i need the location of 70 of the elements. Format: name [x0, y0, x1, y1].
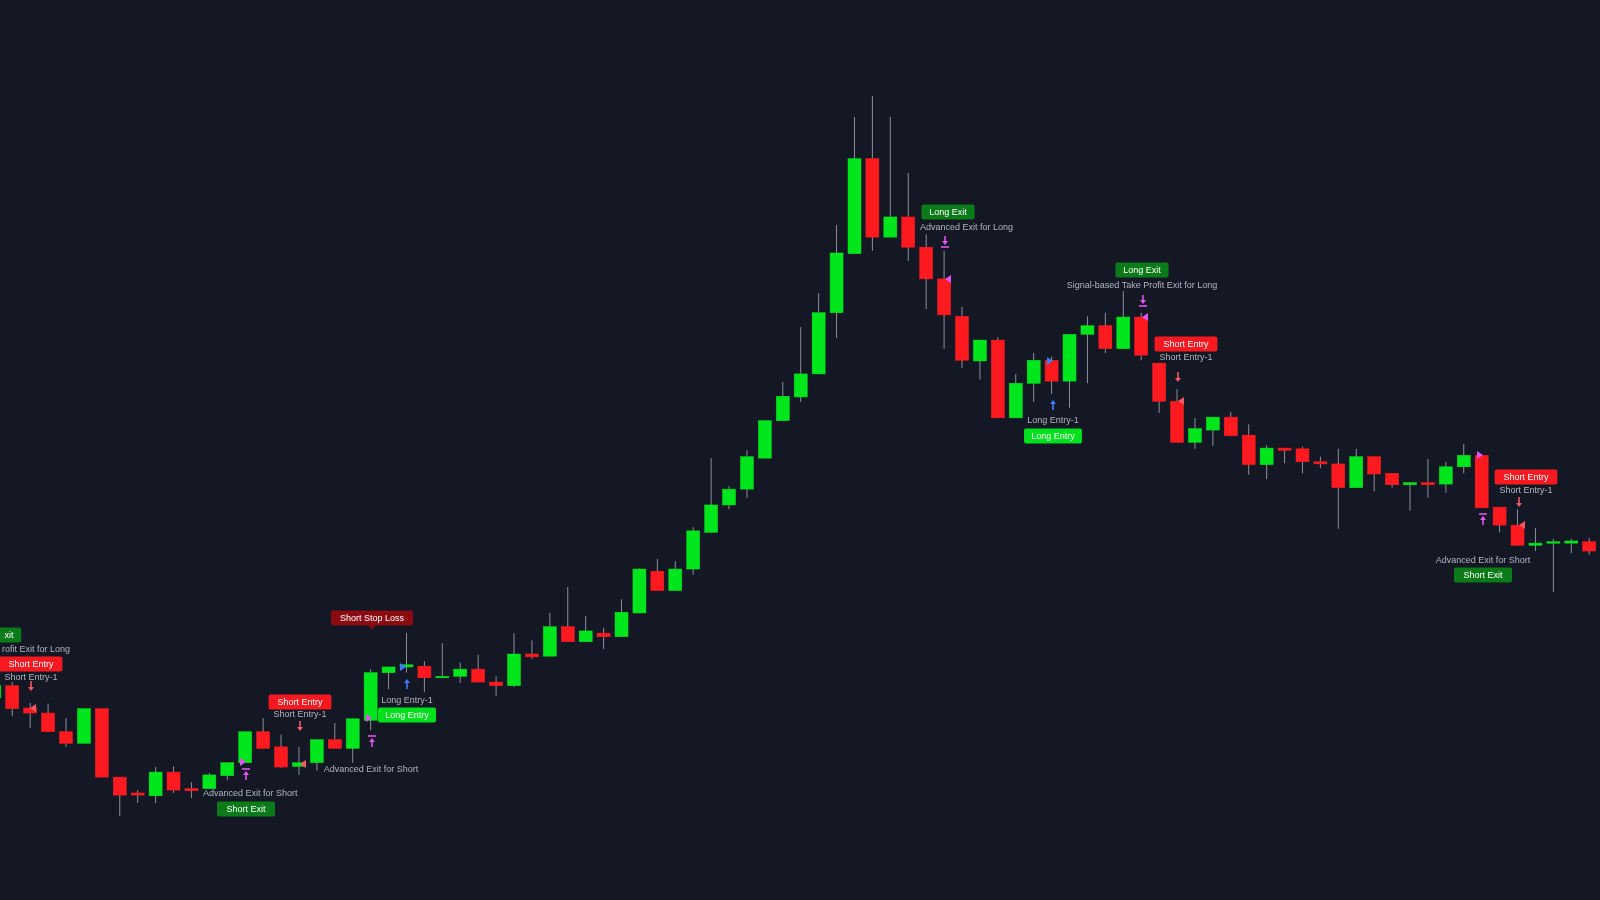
- annotation: Short Entry: [1163, 339, 1209, 349]
- candlestick: [1259, 444, 1274, 480]
- annotation: Advanced Exit for Short: [203, 788, 299, 798]
- annotation: Long Exit: [929, 207, 968, 217]
- candlestick: [417, 660, 432, 693]
- candlestick: [1206, 416, 1220, 447]
- candlestick: [650, 558, 665, 592]
- annotation: Long Exit: [1123, 265, 1162, 275]
- candlestick: [883, 116, 898, 238]
- candlestick: [1098, 312, 1113, 354]
- annotation: Long Entry: [1031, 431, 1076, 441]
- candlestick: [1080, 315, 1095, 384]
- candlestick: [41, 703, 55, 733]
- candlestick: [1528, 527, 1543, 552]
- candlestick: [1367, 456, 1381, 492]
- candlestick: [274, 734, 288, 769]
- annotation: Advanced Exit for Short: [1435, 555, 1531, 565]
- candlestick: [973, 339, 987, 381]
- annotation: Advanced Exit for Long: [920, 222, 1014, 232]
- candlestick: [1492, 506, 1507, 533]
- candlestick: [256, 717, 270, 749]
- candlestick: [1295, 446, 1310, 474]
- candlestick: [1224, 411, 1238, 437]
- candlestick: [310, 739, 324, 772]
- candlestick: [722, 485, 736, 510]
- candlestick: [1188, 417, 1202, 450]
- annotation: Long Entry: [385, 710, 430, 720]
- candlestick: [668, 560, 683, 592]
- candlestick: [148, 766, 163, 804]
- candlestick: [578, 615, 593, 643]
- candlestick: [166, 765, 181, 794]
- candlestick: [1331, 448, 1346, 530]
- candlestick: [435, 642, 450, 679]
- candlestick: [5, 681, 19, 717]
- candlestick: [1044, 356, 1059, 395]
- annotation: Short Entry-1: [4, 672, 58, 682]
- annotation: Long Entry-1: [1027, 415, 1079, 425]
- candlestick: [1421, 458, 1435, 499]
- annotation: Short Entry-1: [273, 709, 327, 719]
- candlestick: [596, 627, 611, 650]
- candlestick: [525, 639, 539, 660]
- candlestick: [59, 717, 73, 748]
- candlestick: [1510, 508, 1525, 546]
- candlestick: [328, 722, 342, 749]
- annotation: Short Stop Loss: [339, 613, 405, 623]
- candlestick: [1439, 461, 1453, 494]
- candlestick: [489, 675, 503, 697]
- candlestick: [381, 666, 396, 690]
- candlestick: [471, 654, 485, 683]
- annotation: Short Exit: [1463, 570, 1504, 580]
- candlestick: [561, 586, 575, 643]
- annotation: Advanced Exit for Short: [323, 764, 419, 774]
- annotation: Short Entry-1: [1159, 352, 1213, 362]
- candlestick: [292, 746, 306, 776]
- annotation: Long Entry-1: [381, 695, 433, 705]
- annotation: rofit Exit for Long: [2, 644, 71, 654]
- candlestick: [1403, 482, 1417, 512]
- annotation: Short Entry-1: [1499, 485, 1553, 495]
- candlestick: [1546, 538, 1561, 593]
- candlestick: [793, 326, 808, 403]
- annotation: xit: [4, 630, 14, 640]
- annotation: Short Entry: [8, 659, 54, 669]
- annotation: Short Entry: [1503, 472, 1549, 482]
- annotation: Short Exit: [226, 804, 267, 814]
- candlestick: [113, 776, 127, 816]
- annotation: Signal-based Take Profit Exit for Long: [1066, 280, 1218, 290]
- annotation: Short Entry: [277, 697, 323, 707]
- candlestick: [453, 662, 467, 684]
- candlestick: [1457, 443, 1471, 474]
- candlestick: [1026, 352, 1041, 403]
